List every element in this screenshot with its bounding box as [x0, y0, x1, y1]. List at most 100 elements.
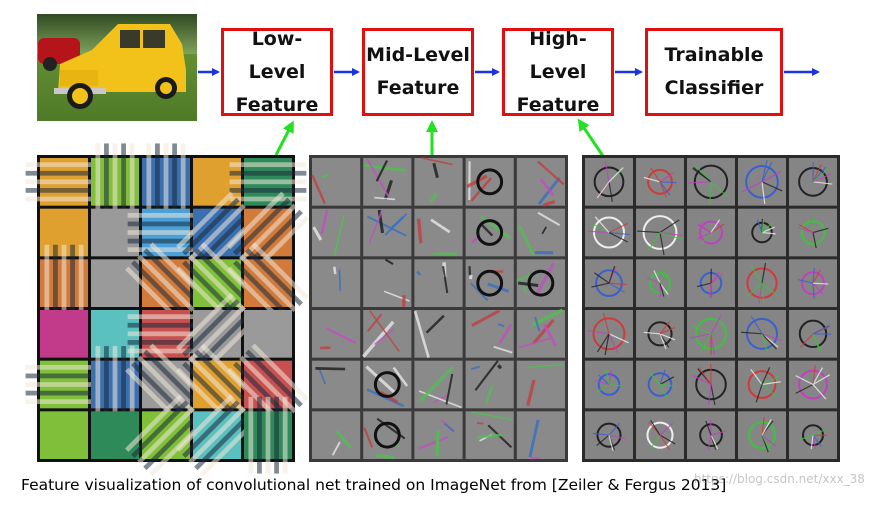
high-level-features-tile: [789, 158, 837, 206]
high-level-features-tile: [789, 310, 837, 358]
high-level-features-tile: [789, 360, 837, 409]
mid-level-features-tile: [516, 411, 565, 460]
high-level-features-tile: [789, 208, 837, 257]
low-level-filters-tile: [176, 343, 258, 426]
low-level-filters-background: [37, 155, 295, 462]
high-level-features-tile: [636, 259, 684, 307]
mid-level-features-tile: [465, 158, 514, 206]
low-level-filters-tile: [176, 191, 258, 274]
low-level-feature-box: Low-Level Feature: [221, 28, 333, 116]
high-level-features-tile: [585, 310, 633, 358]
mid-level-features-background: [309, 155, 568, 462]
low-level-filters-tile: [227, 343, 309, 426]
high-level-features-tile: [738, 259, 786, 307]
mid-level-features-tile: [516, 158, 565, 207]
link-low-panel: [274, 120, 294, 156]
mid-level-features-tile: [414, 259, 463, 307]
low-level-filters-tile: [125, 394, 207, 477]
mid-level-features-tile: [362, 310, 412, 358]
high-level-features-tile: [636, 411, 684, 459]
mid-level-features-tile: [312, 310, 361, 358]
high-level-features-tile: [738, 310, 786, 358]
mid-level-features-tile: [516, 208, 565, 257]
high-level-features-tile: [585, 411, 633, 459]
figure-caption: Feature visualization of convolutional n…: [21, 476, 727, 494]
high-level-features-tile: [687, 411, 735, 459]
trainable-classifier-label: Trainable Classifier: [664, 44, 764, 99]
high-level-features-tile: [687, 360, 735, 409]
low-level-filters-tile: [40, 244, 88, 322]
mid-level-features-tile: [516, 259, 565, 307]
high-level-features-tile: [738, 411, 786, 459]
mid-level-features-tile: [413, 310, 463, 358]
high-level-features-tile: [636, 158, 684, 206]
low-level-filters-tile: [176, 394, 258, 477]
mid-level-features-tile: [363, 158, 412, 206]
mid-level-feature-box: Mid-Level Feature: [362, 28, 474, 116]
mid-level-features-tile: [363, 411, 412, 460]
low-level-filters-tile: [229, 158, 307, 206]
low-level-filters-tile: [227, 242, 309, 325]
high-level-features-tile: [687, 208, 735, 257]
trainable-classifier-box: Trainable Classifier: [645, 28, 783, 116]
mid-level-features-tile: [363, 258, 412, 307]
mid-level-features-tile: [414, 157, 463, 206]
low-level-feature-label: Low-Level Feature: [235, 27, 319, 116]
high-level-features-tile: [687, 310, 735, 358]
high-level-features-tile: [585, 360, 633, 409]
watermark: https://blog.csdn.net/xxx_38: [694, 472, 865, 486]
mid-level-features-tile: [312, 259, 361, 307]
low-level-filters-tile: [244, 396, 292, 474]
mid-level-feature-label: Mid-Level Feature: [366, 44, 470, 99]
high-level-features-tile: [687, 158, 735, 206]
high-level-features-tile: [738, 158, 786, 206]
mid-level-features-tile: [516, 360, 565, 409]
low-level-filters: [25, 143, 309, 477]
mid-level-features-tile: [465, 309, 514, 358]
low-level-filters-tile: [227, 191, 309, 274]
mid-level-features-tile: [312, 360, 361, 409]
low-level-filters-tile: [25, 158, 103, 206]
low-level-filters-tile: [127, 208, 205, 257]
high-level-features-tile: [585, 158, 633, 206]
high-level-features-tile: [585, 259, 633, 307]
mid-level-features-tile: [311, 158, 361, 206]
mid-level-features-tile: [465, 411, 514, 459]
mid-level-features-tile: [414, 208, 463, 257]
low-level-filters-tile: [142, 143, 190, 221]
low-level-filters-tile: [40, 310, 88, 358]
mid-level-features-tile: [465, 208, 514, 257]
mid-level-features: [309, 155, 568, 462]
high-level-features-background: [582, 155, 840, 462]
high-level-features-tile: [789, 411, 837, 459]
low-level-filters-tile: [176, 242, 258, 325]
mid-level-features-tile: [363, 360, 412, 409]
mid-level-features-tile: [312, 208, 361, 257]
low-level-filters-tile: [91, 143, 139, 221]
mid-level-features-tile: [516, 308, 565, 358]
high-level-features-tile: [687, 259, 735, 307]
mid-level-features-tile: [363, 208, 412, 257]
high-level-features-tile: [636, 310, 684, 358]
mid-level-features-tile: [465, 360, 514, 409]
low-level-filters-tile: [91, 208, 139, 257]
low-level-filters-tile: [193, 158, 241, 206]
low-level-filters-tile: [125, 343, 207, 426]
high-level-feature-box: High-Level Feature: [502, 28, 614, 116]
low-level-filters-tile: [125, 242, 207, 325]
mid-level-features-tile: [414, 360, 463, 409]
high-level-features-tile: [636, 360, 684, 409]
low-level-filters-tile: [127, 310, 205, 358]
low-level-filters-tile: [91, 346, 139, 423]
high-level-features-tile: [636, 208, 684, 257]
high-level-features-tile: [738, 208, 786, 257]
link-high-panel: [577, 118, 605, 157]
low-level-filters-tile: [25, 360, 103, 409]
high-level-features-tile: [585, 208, 633, 257]
low-level-filters-tile: [40, 208, 88, 257]
high-level-features-tile: [738, 360, 786, 409]
low-level-filters-tile: [176, 292, 258, 375]
high-level-feature-label: High-Level Feature: [516, 27, 600, 116]
high-level-features-tile: [789, 259, 837, 307]
mid-level-features-tile: [312, 411, 361, 459]
